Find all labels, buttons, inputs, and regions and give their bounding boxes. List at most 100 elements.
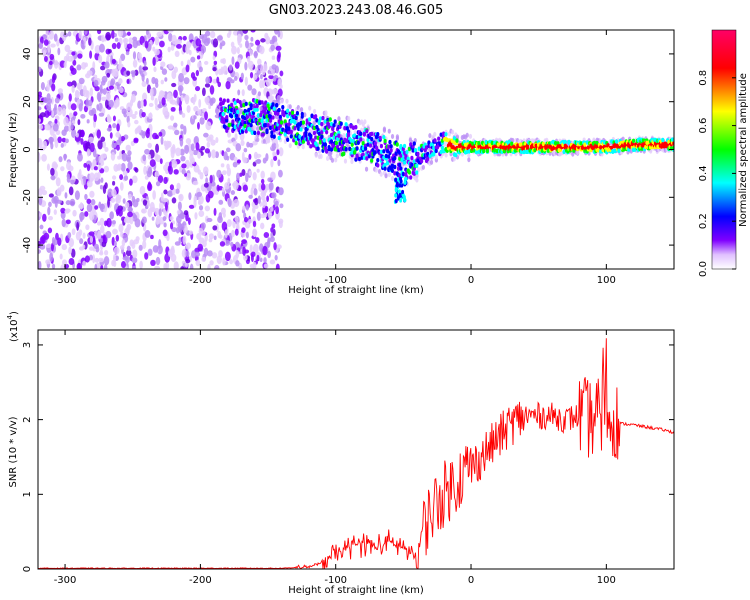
spectrogram-noise-cell <box>57 237 62 246</box>
spectrogram-noise-cell <box>177 201 182 211</box>
spectrogram-ridge-cell <box>317 120 321 126</box>
spectrogram-noise-cell <box>120 162 126 172</box>
spectrogram-noise-cell <box>80 129 85 138</box>
spectrogram-noise-cell <box>197 243 203 252</box>
spectrogram-noise-cell <box>277 78 282 86</box>
spectrogram-halo-cell <box>429 159 434 165</box>
spectrogram-ridge-cell <box>617 148 621 154</box>
spectrogram-noise-cell <box>71 51 76 56</box>
spectrogram-ridge-cell <box>401 171 405 177</box>
spectrogram-ridge-cell <box>264 106 268 111</box>
spectrogram-halo-cell <box>324 110 328 116</box>
spectrogram-noise-cell <box>253 188 258 196</box>
spectrogram-noise-cell <box>132 51 137 60</box>
spectrogram-ridge-cell <box>298 134 302 139</box>
spectrogram-noise-cell <box>88 231 95 236</box>
colorbar-tick-label: 0.6 <box>698 118 709 134</box>
spectrogram-noise-cell <box>62 107 67 117</box>
spectrogram-halo-cell <box>275 143 279 149</box>
spectrogram-ridge-cell <box>399 166 403 171</box>
spectrogram-ridge-cell <box>351 138 356 144</box>
spectrogram-noise-cell <box>78 229 83 236</box>
spectrogram-noise-cell <box>147 166 153 175</box>
spectrogram-noise-cell <box>250 253 254 263</box>
spectrogram-ridge-cell <box>401 189 405 195</box>
spectrogram-noise-cell <box>158 131 163 137</box>
spectrogram-y-tick-label: 20 <box>22 95 33 108</box>
spectrogram-noise-cell <box>196 233 202 240</box>
spectrogram-noise-cell <box>212 38 219 48</box>
spectrogram-noise-cell <box>113 68 119 78</box>
spectrogram-noise-cell <box>70 122 74 130</box>
spectrogram-noise-cell <box>90 199 96 206</box>
spectrogram-noise-cell <box>46 163 50 171</box>
spectrogram-noise-cell <box>248 194 253 199</box>
spectrogram-ridge-cell <box>219 101 223 107</box>
spectrogram-noise-cell <box>121 239 126 247</box>
spectrogram-noise-cell <box>102 88 107 95</box>
spectrogram-halo-cell <box>374 167 378 173</box>
spectrogram-ridge-cell <box>222 98 226 103</box>
spectrogram-noise-cell <box>200 145 206 151</box>
spectrogram-ridge-cell <box>219 97 223 102</box>
spectrogram-noise-cell <box>166 190 172 197</box>
spectrogram-noise-cell <box>219 42 223 50</box>
spectrogram-ridge-cell <box>277 135 281 141</box>
colorbar-gradient <box>711 29 737 270</box>
spectrogram-noise-cell <box>278 220 283 229</box>
spectrogram-ridge-cell <box>301 120 306 125</box>
spectrogram-noise-cell <box>262 212 268 218</box>
snr-x-ticks: -300 -200 -100 0 100 <box>54 330 616 586</box>
spectrogram-ridge-cell <box>348 146 352 152</box>
spectrogram-ridge-cell <box>633 147 637 152</box>
spectrogram-noise-cell <box>149 159 156 167</box>
spectrogram-noise-cell <box>224 229 228 239</box>
spectrogram-noise-cell <box>127 121 131 128</box>
spectrogram-ridge-cell <box>327 144 331 150</box>
spectrogram-noise-cell <box>126 115 130 124</box>
spectrogram-noise-cell <box>170 106 176 112</box>
spectrogram-noise-cell <box>224 251 231 262</box>
spectrogram-noise-cell <box>70 103 77 111</box>
spectrogram-noise-cell <box>189 263 194 269</box>
spectrogram-ridge-cell <box>247 107 251 113</box>
spectrogram-noise-cell <box>132 36 138 41</box>
spectrogram-halo-cell <box>300 107 304 113</box>
spectrogram-noise-cell <box>236 47 240 55</box>
spectrogram-ridge-cell <box>345 138 349 143</box>
spectrogram-noise-cell <box>141 208 146 214</box>
spectrogram-noise-cell <box>206 141 211 148</box>
spectrogram-noise-cell <box>188 230 194 235</box>
spectrogram-noise-cell <box>193 198 197 208</box>
spectrogram-noise-cell <box>212 67 217 72</box>
spectrogram-noise-cell <box>255 237 260 244</box>
spectrogram-noise-cell <box>41 47 47 56</box>
spectrogram-noise-cell <box>154 265 161 269</box>
spectrogram-ridge-cell <box>230 102 234 108</box>
spectrogram-noise-cell <box>73 111 78 117</box>
spectrogram-ridge-cell <box>371 147 375 153</box>
spectrogram-halo-cell <box>416 166 421 172</box>
spectrogram-noise-cell <box>235 249 240 259</box>
spectrogram-noise-cell <box>271 55 276 60</box>
spectrogram-noise-cell <box>247 55 251 63</box>
spectrogram-halo-cell <box>314 152 318 158</box>
spectrogram-ridge-cell <box>387 144 391 149</box>
spectrogram-noise-cell <box>230 241 234 247</box>
spectrogram-ridge-cell <box>283 132 287 137</box>
spectrogram-noise-cell <box>225 147 231 153</box>
spectrogram-ridge-cell <box>231 119 235 124</box>
spectrogram-noise-cell <box>44 55 48 63</box>
spectrogram-ridge-cell <box>354 125 358 130</box>
spectrogram-noise-cell <box>188 204 195 209</box>
spectrogram-noise-cell <box>245 231 249 239</box>
spectrogram-x-tick-label: -200 <box>189 275 212 286</box>
spectrogram-noise-cell <box>244 76 248 86</box>
spectrogram-ridge-cell <box>368 143 373 148</box>
spectrogram-ridge-cell <box>265 114 269 119</box>
spectrogram-noise-cell <box>196 55 201 60</box>
spectrogram-noise-cell <box>275 45 282 51</box>
spectrogram-noise-cell <box>39 36 44 45</box>
spectrogram-noise-cell <box>133 239 140 245</box>
spectrogram-noise-cell <box>105 31 112 41</box>
